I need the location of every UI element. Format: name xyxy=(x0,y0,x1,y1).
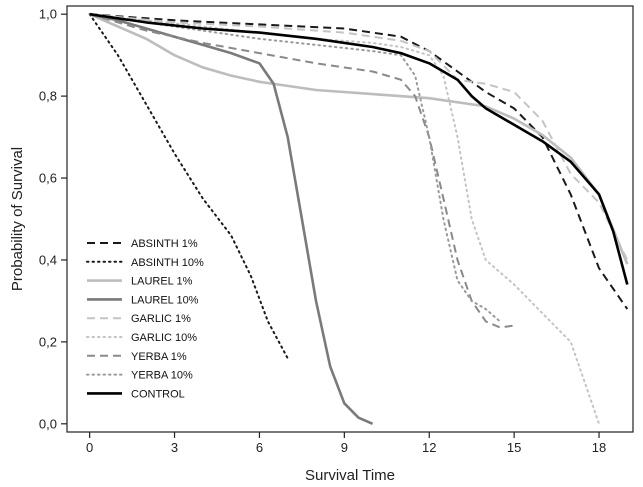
legend-label: LAUREL 1% xyxy=(131,276,193,288)
plot-frame xyxy=(66,5,634,433)
x-tick-label: 9 xyxy=(341,440,348,455)
y-tick-label: 1,0 xyxy=(39,7,57,22)
series-line-laurel-1 xyxy=(89,13,629,265)
legend-label: GARLIC 10% xyxy=(131,332,197,344)
y-tick-label: 0,2 xyxy=(39,334,57,349)
legend-label: ABSINTH 1% xyxy=(131,238,198,250)
legend-label: LAUREL 10% xyxy=(131,294,199,306)
legend-label: GARLIC 1% xyxy=(131,313,191,325)
series-line-yerba-1 xyxy=(89,13,515,329)
y-tick-label: 0,6 xyxy=(39,171,57,186)
x-tick-label: 18 xyxy=(592,440,606,455)
series-line-absinth-1 xyxy=(89,13,629,310)
legend-label: CONTROL xyxy=(131,388,185,400)
x-tick-label: 3 xyxy=(171,440,178,455)
legend-label: ABSINTH 10% xyxy=(131,257,204,269)
legend-label: YERBA 1% xyxy=(131,351,187,363)
y-axis-title: Probability of Survival xyxy=(9,147,26,291)
series-line-control xyxy=(89,12,629,285)
x-tick-label: 0 xyxy=(86,440,93,455)
x-tick-label: 15 xyxy=(507,440,521,455)
legend-label: YERBA 10% xyxy=(131,370,193,382)
series-layer xyxy=(88,12,629,425)
series-line-garlic-10 xyxy=(88,13,600,425)
legend: ABSINTH 1% ABSINTH 10% LAUREL 1% LAUREL 10%… xyxy=(86,238,204,400)
y-tick-label: 0,0 xyxy=(39,416,57,431)
y-tick-label: 0,4 xyxy=(39,252,57,267)
series-line-laurel-10 xyxy=(89,12,374,425)
y-axis-ticks: 0,0 0,2 0,4 0,6 0,8 1,0 xyxy=(39,7,67,431)
series-line-absinth-10 xyxy=(88,13,289,360)
x-tick-label: 12 xyxy=(422,440,436,455)
x-axis-ticks: 0 3 6 9 12 15 18 xyxy=(86,432,606,455)
x-axis-title: Survival Time xyxy=(305,467,395,484)
y-tick-label: 0,8 xyxy=(39,89,57,104)
series-line-yerba-10 xyxy=(88,13,501,323)
x-tick-label: 6 xyxy=(256,440,263,455)
